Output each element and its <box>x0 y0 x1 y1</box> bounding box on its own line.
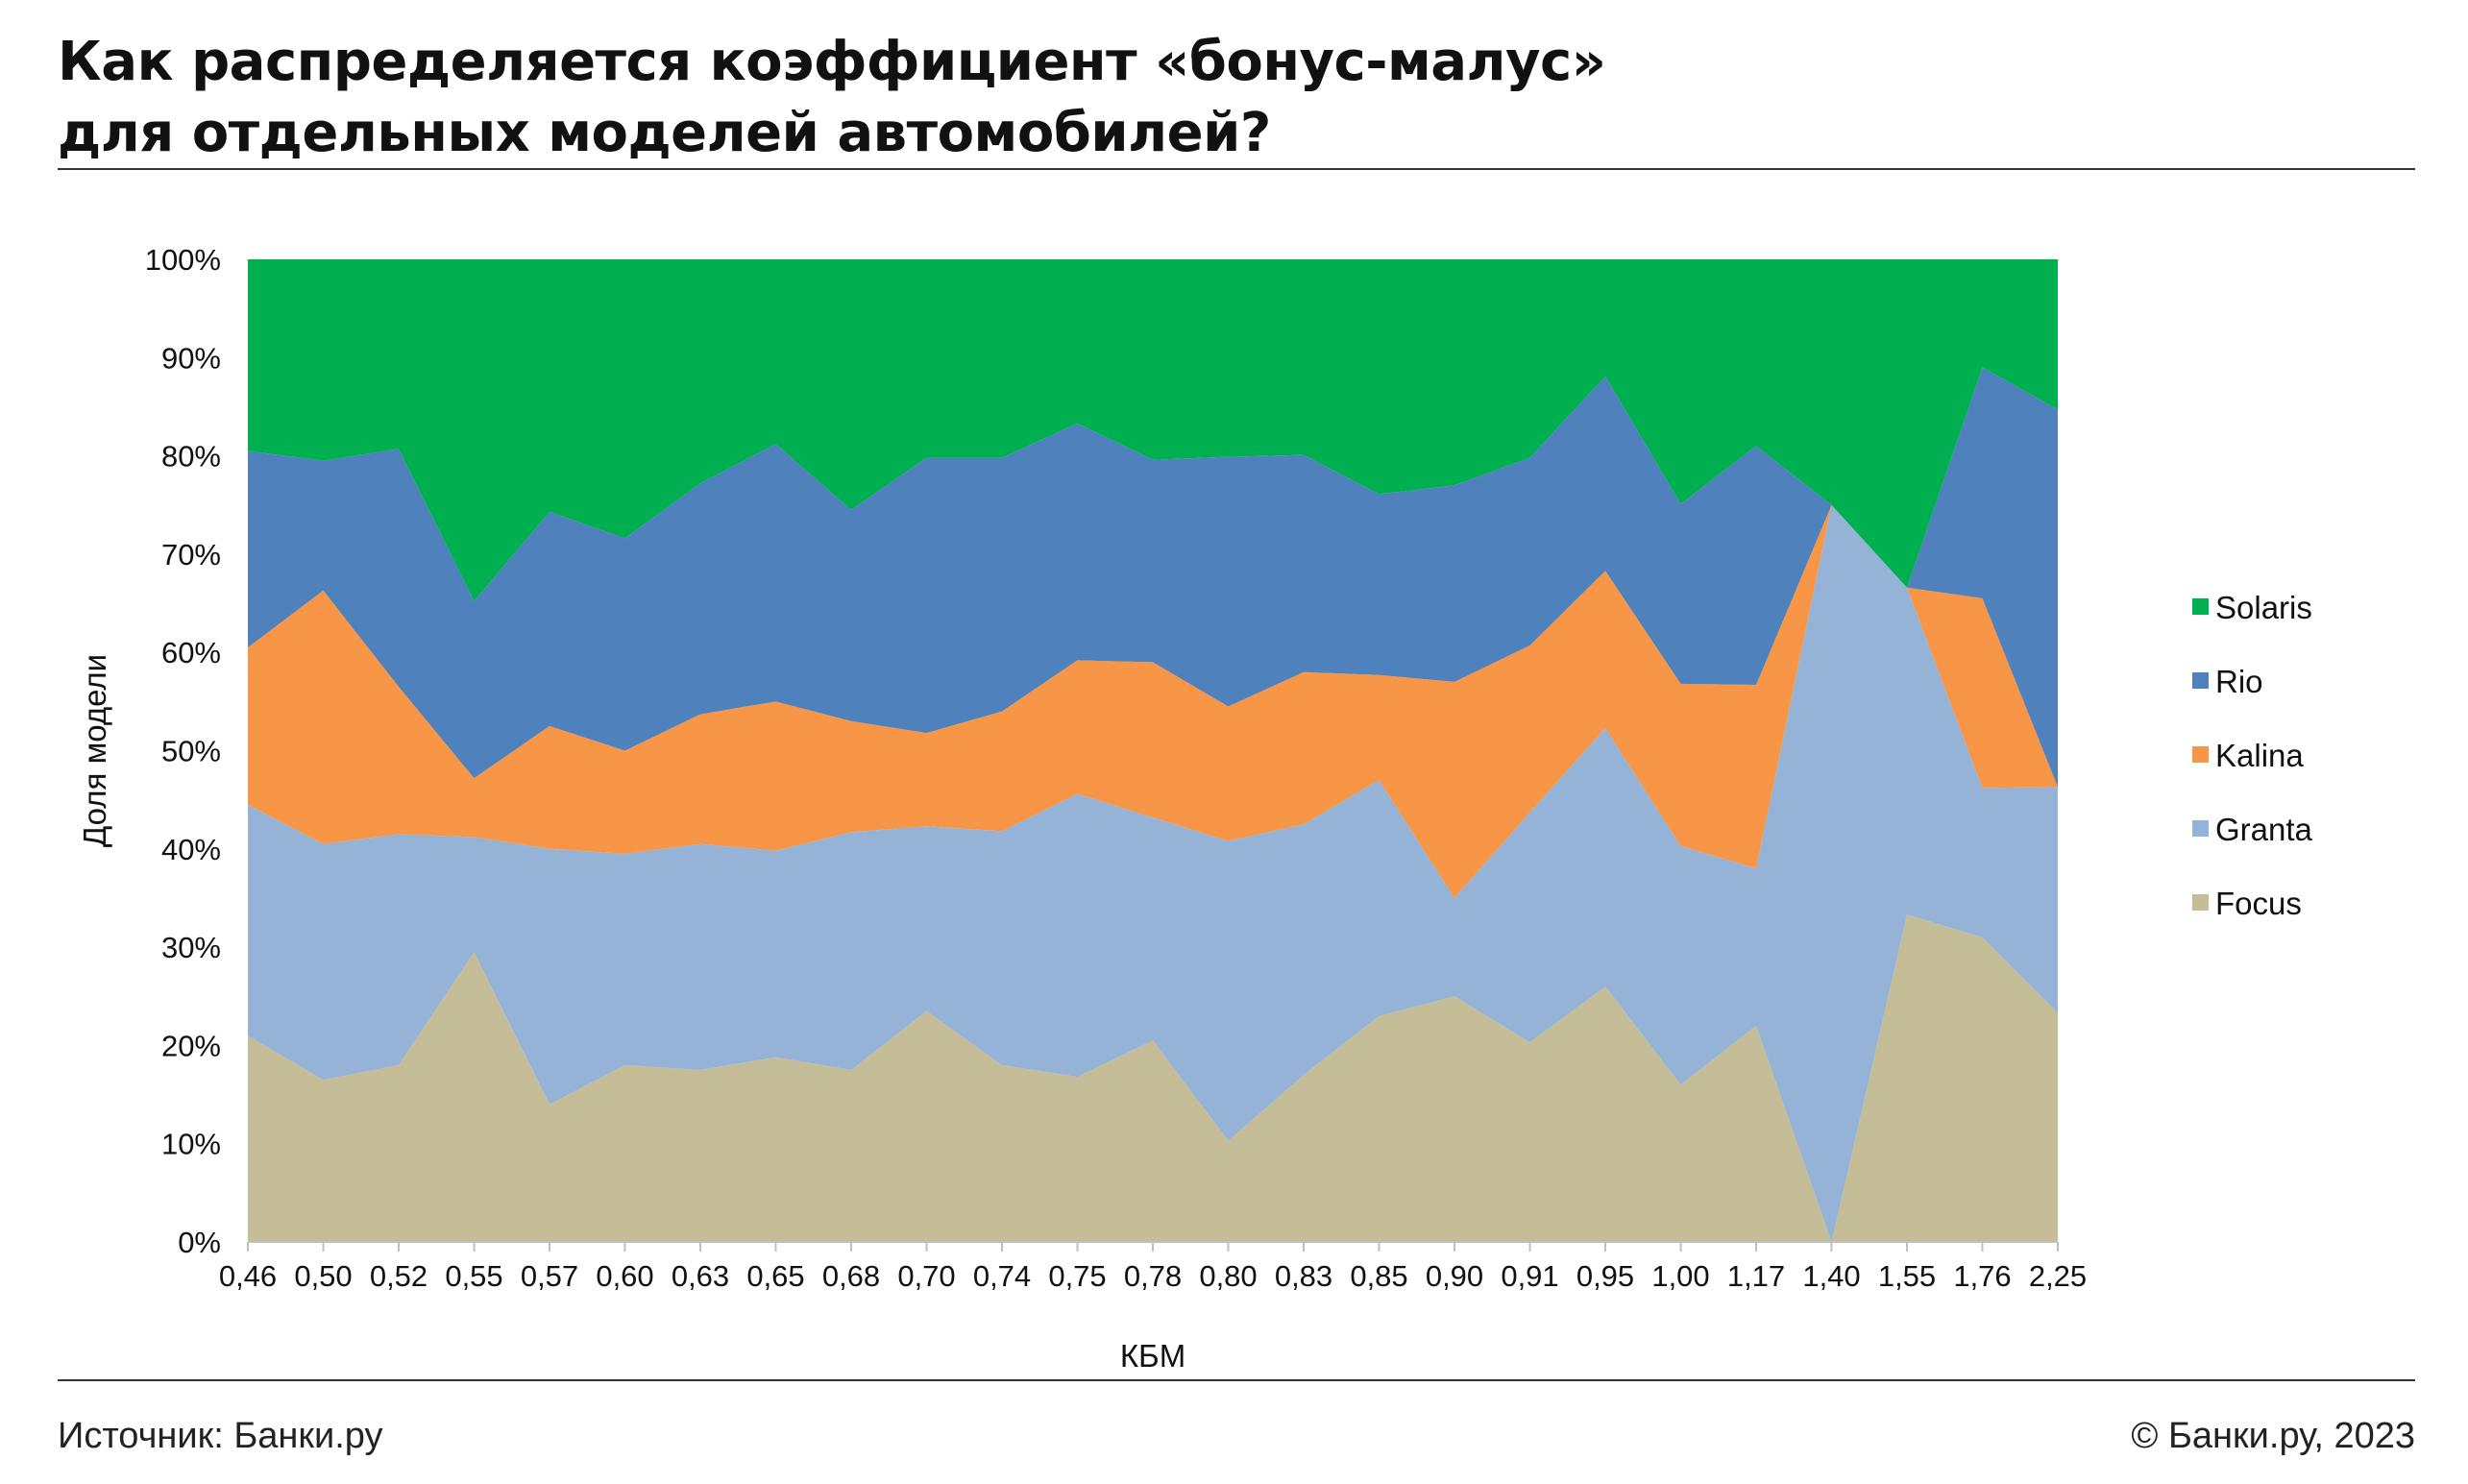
x-tick-label: 2,25 <box>2029 1259 2087 1293</box>
x-tick-label: 1,17 <box>1727 1259 1785 1293</box>
y-tick-label: 60% <box>161 636 221 669</box>
y-tick-label: 80% <box>161 440 221 474</box>
x-tick-label: 0,52 <box>370 1259 428 1293</box>
x-tick-label: 0,95 <box>1576 1259 1634 1293</box>
x-tick-label: 0,68 <box>822 1259 880 1293</box>
chart-areas <box>248 259 2058 1242</box>
x-tick-label: 0,55 <box>445 1259 502 1293</box>
top-divider <box>58 168 2415 170</box>
area-series-granta <box>248 504 2058 1242</box>
area-series-kalina <box>248 504 2058 898</box>
source-note: Источник: Банки.ру <box>58 1416 383 1456</box>
legend-label-kalina: Kalina <box>2215 738 2304 773</box>
x-tick-label: 1,00 <box>1651 1259 1709 1293</box>
area-series-focus <box>248 914 2058 1242</box>
x-axis-ticks: 0,46 0,50 0,52 0,55 0,57 0,60 0,63 0,65 0,68 0,70… <box>219 1242 2087 1293</box>
x-tick-label: 0,80 <box>1199 1259 1257 1293</box>
x-tick-label: 0,85 <box>1350 1259 1407 1293</box>
legend-swatch-rio <box>2192 672 2209 689</box>
copyright-note: © Банки.ру, 2023 <box>2131 1416 2415 1456</box>
x-tick-label: 0,83 <box>1275 1259 1332 1293</box>
legend-swatch-focus <box>2192 894 2209 911</box>
area-series-solaris <box>248 259 2058 601</box>
legend-label-rio: Rio <box>2215 664 2263 699</box>
x-tick-label: 0,90 <box>1426 1259 1483 1293</box>
x-tick-label: 0,50 <box>294 1259 352 1293</box>
y-axis-ticks: 0% 10% 20% 30% 40% 50% 60% 70% 80% 90% 100% <box>145 243 221 1259</box>
x-tick-label: 0,63 <box>672 1259 729 1293</box>
x-tick-label: 0,65 <box>746 1259 804 1293</box>
x-tick-label: 0,91 <box>1501 1259 1558 1293</box>
x-tick-label: 0,78 <box>1124 1259 1182 1293</box>
y-tick-label: 20% <box>161 1029 221 1062</box>
y-axis-label: Доля модели <box>77 654 112 847</box>
x-axis-label: КБМ <box>1120 1338 1185 1374</box>
chart-title-line-2: для отдельных моделей автомобилей? <box>58 102 1271 164</box>
legend-label-granta: Granta <box>2215 812 2313 847</box>
y-tick-label: 50% <box>161 735 221 768</box>
x-tick-label: 1,76 <box>1953 1259 2011 1293</box>
y-tick-label: 0% <box>178 1226 221 1259</box>
x-tick-label: 0,75 <box>1048 1259 1106 1293</box>
y-tick-label: 90% <box>161 341 221 375</box>
x-tick-label: 0,70 <box>897 1259 955 1293</box>
legend-swatch-solaris <box>2192 598 2209 615</box>
bottom-divider <box>58 1379 2415 1381</box>
chart-title-line-1: Как распределяется коэффициент «бонус-ма… <box>58 31 1606 93</box>
x-tick-label: 0,57 <box>521 1259 578 1293</box>
legend-swatch-kalina <box>2192 746 2209 763</box>
x-tick-label: 0,74 <box>973 1259 1031 1293</box>
y-tick-label: 10% <box>161 1128 221 1161</box>
y-tick-label: 100% <box>145 243 221 277</box>
legend-label-focus: Focus <box>2215 886 2302 921</box>
x-tick-label: 1,55 <box>1878 1259 1936 1293</box>
y-tick-label: 70% <box>161 538 221 572</box>
legend-swatch-granta <box>2192 820 2209 837</box>
area-series-rio <box>248 367 2058 788</box>
legend-label-solaris: Solaris <box>2215 590 2312 625</box>
y-tick-label: 40% <box>161 833 221 866</box>
x-tick-label: 0,60 <box>596 1259 653 1293</box>
y-tick-label: 30% <box>161 931 221 964</box>
chart-title: Как распределяется коэффициент «бонус-ма… <box>58 27 2363 169</box>
chart-legend: Solaris Rio Kalina Granta Focus <box>2192 590 2313 921</box>
x-tick-label: 0,46 <box>219 1259 277 1293</box>
x-tick-label: 1,40 <box>1802 1259 1860 1293</box>
